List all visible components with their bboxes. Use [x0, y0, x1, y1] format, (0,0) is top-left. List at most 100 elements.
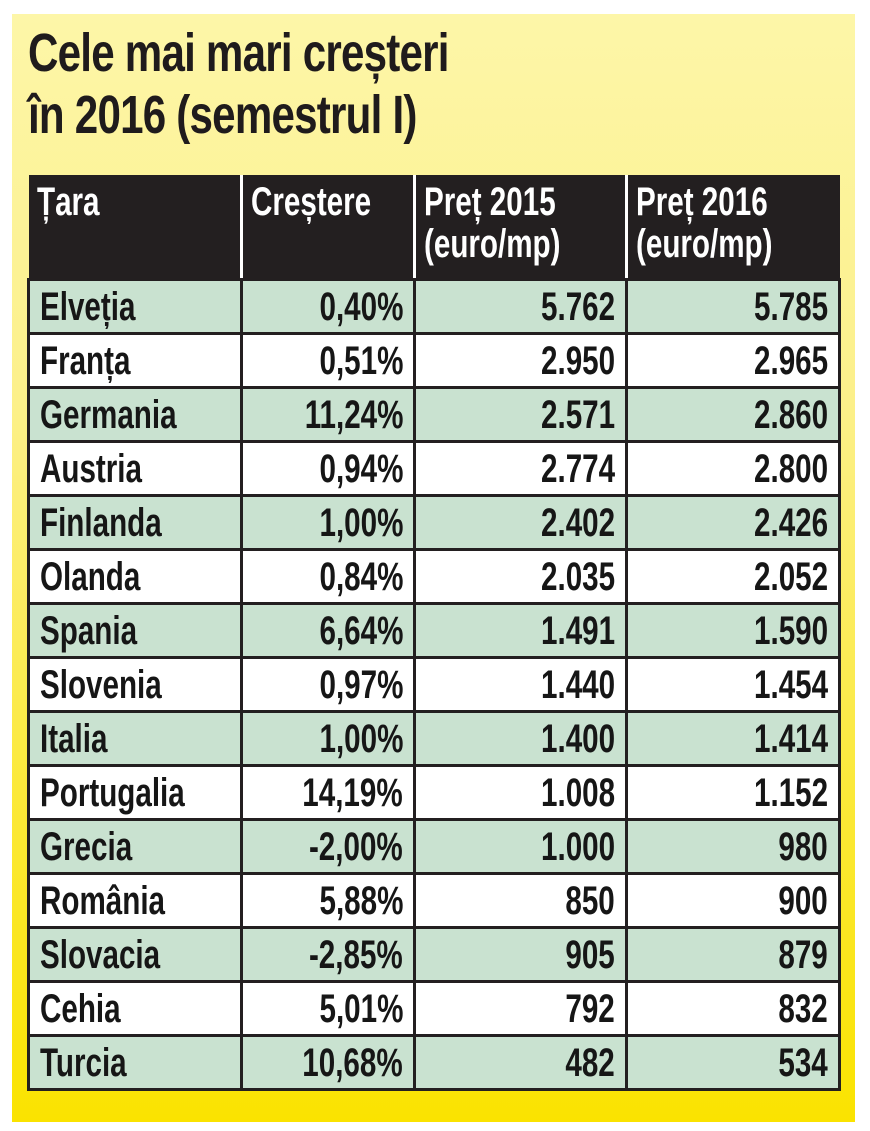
price-2015-value: 1.400: [540, 716, 615, 761]
cell-price-2015: 1.008: [413, 764, 628, 821]
cell-country: Finlanda: [27, 494, 243, 551]
price-2016-value: 900: [778, 878, 828, 923]
country-name: Olanda: [40, 554, 141, 599]
cell-country: Spania: [27, 602, 243, 659]
growth-value: 1,00%: [319, 716, 403, 761]
price-2016-value: 1.152: [753, 770, 828, 815]
cell-price-2015: 850: [413, 872, 628, 929]
table-row: Italia 1,00% 1.400 1.414: [27, 710, 841, 767]
table-row: Slovacia -2,85% 905 879: [27, 926, 841, 983]
title-line-1: Cele mai mari creșteri: [28, 23, 449, 83]
country-name: Slovacia: [40, 932, 161, 977]
cell-country: Slovenia: [27, 656, 243, 713]
price-2015-value: 1.440: [540, 662, 615, 707]
cell-price-2016: 2.965: [625, 332, 841, 389]
price-2016-value: 879: [778, 932, 828, 977]
cell-country: Olanda: [27, 548, 243, 605]
price-2016-value: 2.860: [753, 392, 828, 437]
header-country-label: Țara: [36, 180, 100, 224]
table-body: Elveția 0,40% 5.762 5.785 Franța 0,51% 2…: [27, 278, 841, 1091]
cell-growth: 1,00%: [240, 710, 416, 767]
price-2015-value: 5.762: [540, 284, 615, 329]
price-2015-value: 482: [565, 1040, 615, 1085]
growth-value: 1,00%: [319, 500, 403, 545]
table-header: Țara Creștere Preț 2015 (euro/mp) Preț 2…: [28, 175, 840, 281]
cell-growth: 0,84%: [240, 548, 416, 605]
cell-price-2016: 534: [625, 1034, 841, 1091]
header-row: Țara Creștere Preț 2015 (euro/mp) Preț 2…: [28, 175, 840, 281]
cell-growth: 10,68%: [240, 1034, 416, 1091]
growth-value: 0,94%: [319, 446, 403, 491]
cell-price-2015: 792: [413, 980, 628, 1037]
cell-price-2016: 980: [625, 818, 841, 875]
table-row: Spania 6,64% 1.491 1.590: [27, 602, 841, 659]
cell-country: Germania: [27, 386, 243, 443]
cell-growth: 1,00%: [240, 494, 416, 551]
cell-country: România: [27, 872, 243, 929]
country-name: Spania: [40, 608, 138, 653]
cell-price-2015: 5.762: [413, 278, 628, 335]
price-2015-value: 1.008: [540, 770, 615, 815]
cell-price-2015: 482: [413, 1034, 628, 1091]
cell-price-2015: 1.440: [413, 656, 628, 713]
cell-country: Turcia: [27, 1034, 243, 1091]
country-name: Franța: [40, 338, 131, 383]
growth-value: 0,40%: [319, 284, 403, 329]
table-row: România 5,88% 850 900: [27, 872, 841, 929]
cell-country: Italia: [27, 710, 243, 767]
country-name: Elveția: [40, 284, 136, 329]
cell-price-2016: 900: [625, 872, 841, 929]
growth-value: 6,64%: [319, 608, 403, 653]
header-price-2015-unit: (euro/mp): [424, 222, 561, 266]
cell-growth: 11,24%: [240, 386, 416, 443]
title-line-2: în 2016 (semestrul I): [28, 85, 417, 145]
cell-price-2015: 2.402: [413, 494, 628, 551]
price-2015-value: 792: [565, 986, 615, 1031]
growth-value: 0,84%: [319, 554, 403, 599]
header-price-2016-unit: (euro/mp): [636, 222, 773, 266]
table-row: Germania 11,24% 2.571 2.860: [27, 386, 841, 443]
price-2016-value: 1.454: [753, 662, 828, 707]
cell-country: Elveția: [27, 278, 243, 335]
table-row: Slovenia 0,97% 1.440 1.454: [27, 656, 841, 713]
table-row: Grecia -2,00% 1.000 980: [27, 818, 841, 875]
cell-country: Grecia: [27, 818, 243, 875]
cell-price-2016: 1.152: [625, 764, 841, 821]
country-name: Germania: [40, 392, 177, 437]
cell-country: Austria: [27, 440, 243, 497]
price-table: Țara Creștere Preț 2015 (euro/mp) Preț 2…: [27, 175, 841, 1091]
table-row: Austria 0,94% 2.774 2.800: [27, 440, 841, 497]
cell-price-2016: 832: [625, 980, 841, 1037]
price-2016-value: 1.590: [753, 608, 828, 653]
cell-growth: -2,85%: [240, 926, 416, 983]
header-price-2016: Preț 2016 (euro/mp): [625, 175, 840, 281]
cell-price-2016: 2.426: [625, 494, 841, 551]
cell-country: Cehia: [27, 980, 243, 1037]
price-2016-value: 1.414: [753, 716, 828, 761]
country-name: Italia: [40, 716, 108, 761]
growth-value: 14,19%: [302, 770, 403, 815]
price-2015-value: 2.402: [540, 500, 615, 545]
country-name: Turcia: [40, 1040, 127, 1085]
price-2015-value: 2.571: [540, 392, 615, 437]
table-row: Cehia 5,01% 792 832: [27, 980, 841, 1037]
growth-value: 0,97%: [319, 662, 403, 707]
cell-growth: 5,01%: [240, 980, 416, 1037]
price-2015-value: 850: [565, 878, 615, 923]
price-2015-value: 2.035: [540, 554, 615, 599]
table-row: Portugalia 14,19% 1.008 1.152: [27, 764, 841, 821]
table-row: Finlanda 1,00% 2.402 2.426: [27, 494, 841, 551]
price-2016-value: 980: [778, 824, 828, 869]
growth-value: 5,88%: [319, 878, 403, 923]
growth-value: -2,00%: [309, 824, 403, 869]
cell-growth: 0,40%: [240, 278, 416, 335]
header-price-2015-label: Preț 2015: [424, 180, 556, 224]
cell-price-2015: 2.571: [413, 386, 628, 443]
cell-price-2015: 2.950: [413, 332, 628, 389]
header-growth: Creștere: [240, 175, 415, 281]
cell-price-2015: 2.774: [413, 440, 628, 497]
country-name: Cehia: [40, 986, 121, 1031]
cell-country: Slovacia: [27, 926, 243, 983]
header-country: Țara: [28, 175, 242, 281]
price-2016-value: 2.965: [753, 338, 828, 383]
